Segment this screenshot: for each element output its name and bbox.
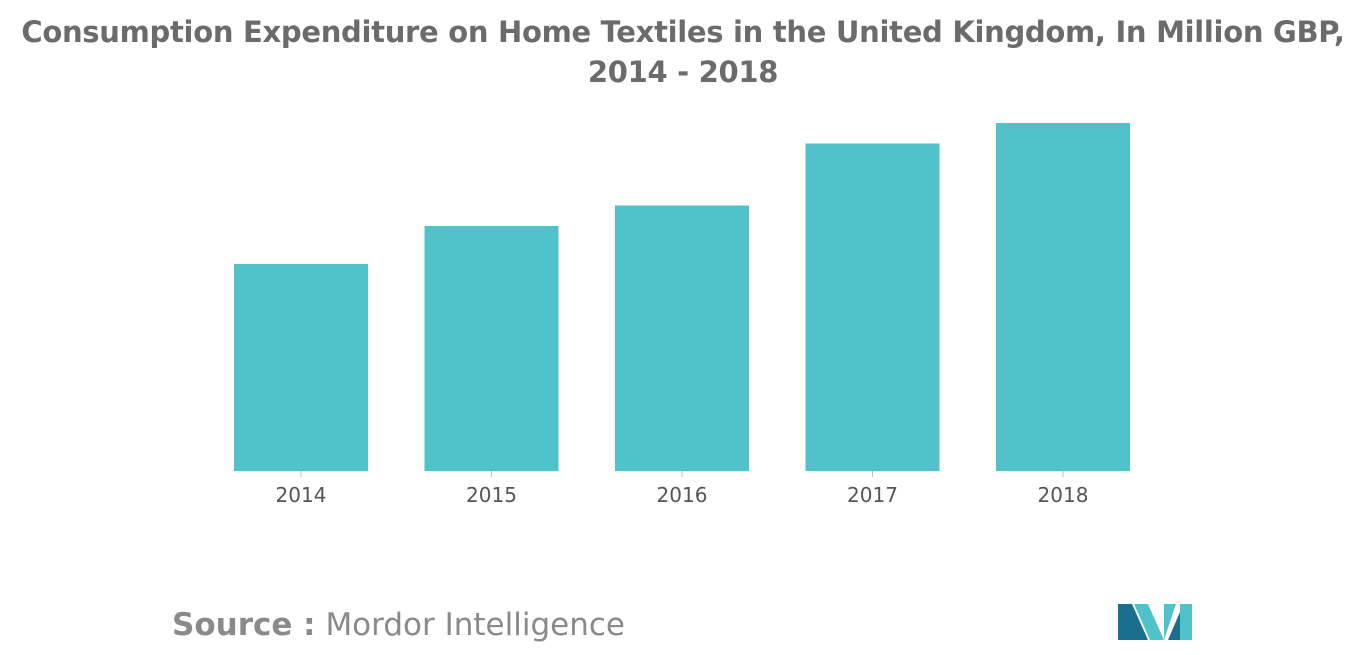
x-tick-label-2017: 2017 xyxy=(847,483,898,507)
source-name: Mordor Intelligence xyxy=(325,607,625,643)
mordor-intelligence-logo-icon xyxy=(1118,604,1192,640)
logo-shape-right-b xyxy=(1168,612,1180,640)
source-caption: Source : Mordor Intelligence xyxy=(172,607,625,643)
bar-2017 xyxy=(805,143,940,471)
logo-shape-right-c xyxy=(1180,604,1192,640)
source-label: Source : xyxy=(172,607,316,643)
bar-2015 xyxy=(424,226,559,471)
logo-shape-mid xyxy=(1134,604,1164,640)
bars-group xyxy=(234,123,1130,471)
x-tick-label-2016: 2016 xyxy=(657,483,708,507)
bar-2018 xyxy=(996,123,1130,471)
x-tick-label-2018: 2018 xyxy=(1038,483,1089,507)
x-tick-label-2015: 2015 xyxy=(466,483,517,507)
x-axis-tick-labels: 2014 2015 2016 2017 2018 xyxy=(276,471,1089,507)
bar-2016 xyxy=(615,205,749,471)
x-tick-label-2014: 2014 xyxy=(276,483,327,507)
logo-shape-left xyxy=(1118,604,1148,640)
logo-shape-right-a xyxy=(1164,604,1176,640)
chart-title: Consumption Expenditure on Home Textiles… xyxy=(21,15,1345,89)
bar-2014 xyxy=(234,263,368,471)
